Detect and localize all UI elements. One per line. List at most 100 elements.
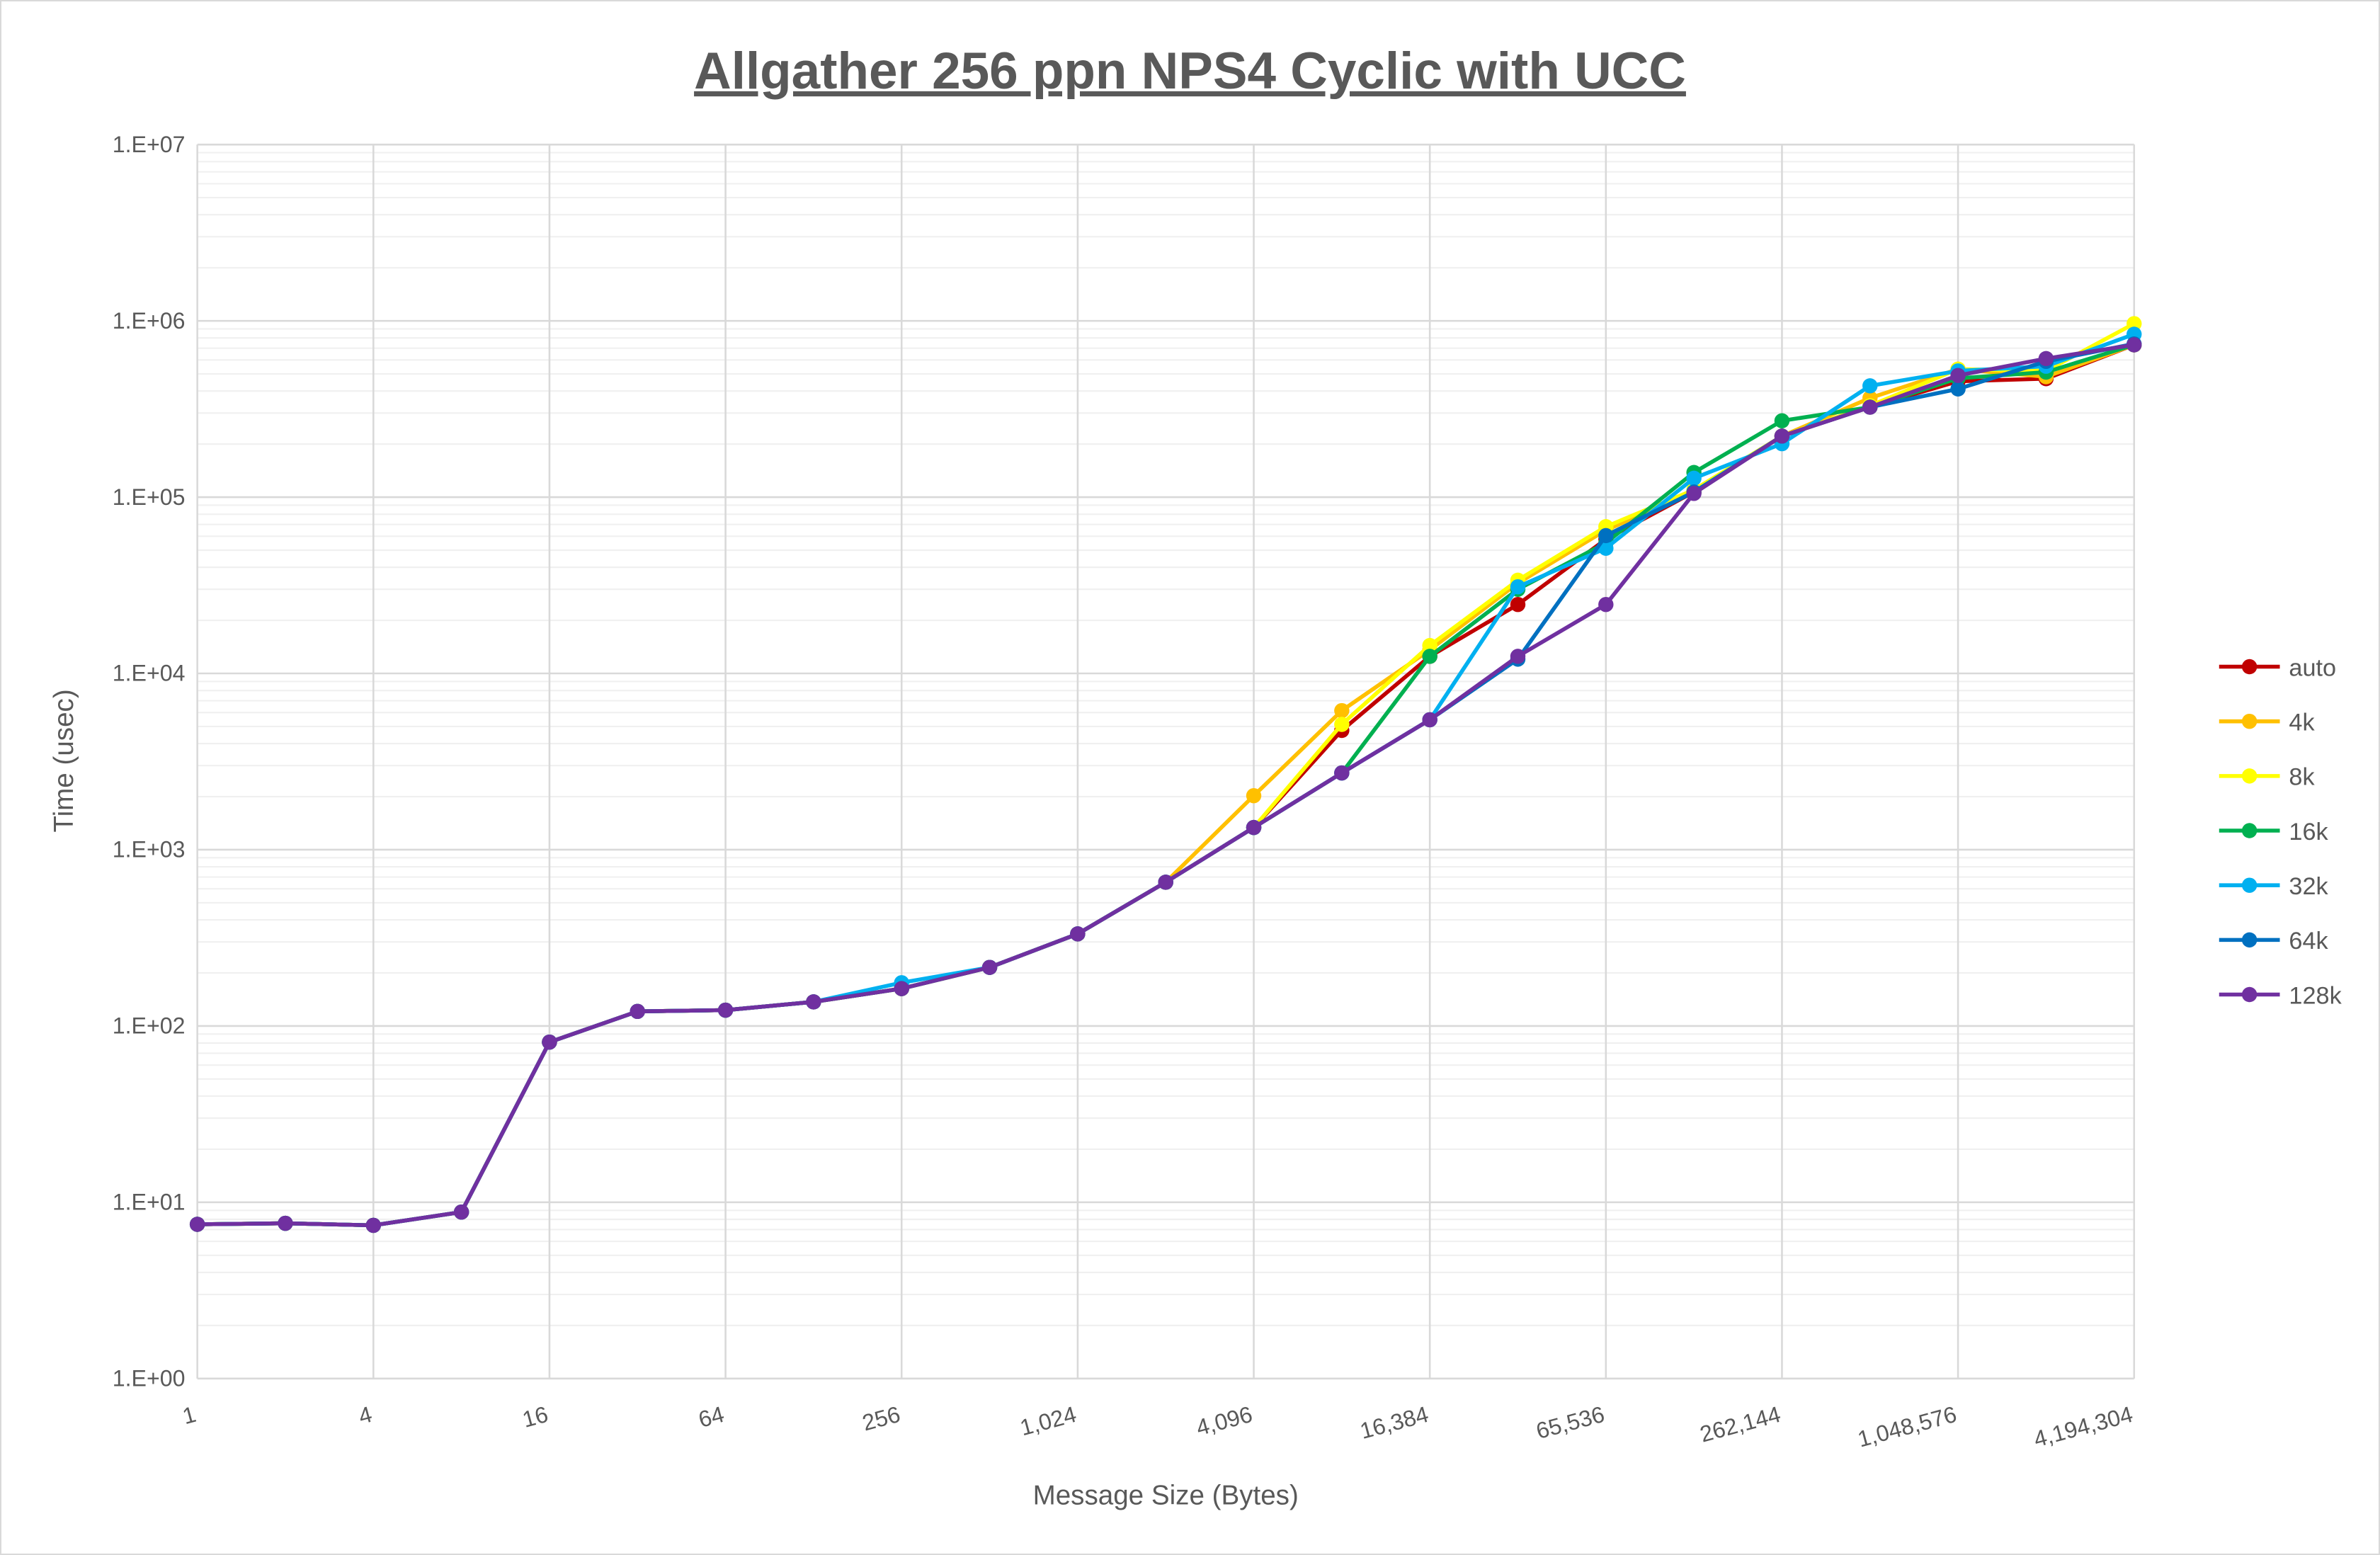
data-point bbox=[1686, 486, 1702, 501]
data-point bbox=[278, 1215, 293, 1231]
series-line bbox=[197, 332, 2135, 1228]
y-tick-label: 1.E+07 bbox=[113, 132, 186, 157]
data-point bbox=[1422, 637, 1437, 654]
data-point bbox=[1334, 717, 1350, 732]
legend-label: auto bbox=[2289, 654, 2336, 681]
x-tick-label: 1,024 bbox=[1018, 1401, 1079, 1441]
y-axis-ticks: 1.E+00 1.E+01 1.E+02 1.E+03 1.E+04 1.E+05 1.E+… bbox=[113, 132, 186, 1391]
y-tick-label: 1.E+05 bbox=[113, 484, 186, 510]
data-point bbox=[2126, 316, 2142, 331]
data-point bbox=[1598, 596, 1614, 613]
data-point bbox=[189, 1217, 205, 1232]
data-point bbox=[1510, 596, 1526, 613]
x-tick-label: 4,096 bbox=[1193, 1401, 1255, 1441]
x-tick-label: 64 bbox=[696, 1401, 727, 1432]
x-tick-label: 4 bbox=[356, 1401, 375, 1429]
series-group bbox=[189, 316, 2142, 1234]
x-tick-label: 16,384 bbox=[1357, 1401, 1431, 1444]
legend-entry-128k: 128k bbox=[2219, 982, 2342, 1009]
data-point bbox=[630, 1003, 645, 1020]
x-axis-ticks: 1 4 16 64 256 1,024 4,096 16,384 65,536 262,144 1,… bbox=[180, 1401, 2136, 1452]
x-tick-label: 1 bbox=[180, 1401, 199, 1429]
data-point bbox=[1950, 368, 1966, 383]
data-point bbox=[2038, 351, 2054, 367]
data-point bbox=[1774, 413, 1790, 428]
data-point bbox=[1422, 712, 1437, 728]
y-tick-label: 1.E+02 bbox=[113, 1013, 186, 1039]
data-point bbox=[542, 1034, 557, 1050]
data-point bbox=[1070, 926, 1086, 942]
data-point bbox=[806, 994, 821, 1010]
chart-title: Allgather 256 ppn NPS4 Cyclic with UCC bbox=[694, 42, 1686, 100]
data-point bbox=[1422, 649, 1437, 664]
data-point bbox=[1598, 528, 1614, 544]
legend-label: 16k bbox=[2289, 819, 2328, 845]
series-16k bbox=[189, 337, 2142, 1234]
series-auto bbox=[189, 337, 2142, 1234]
series-line bbox=[197, 343, 2135, 1228]
y-tick-label: 1.E+06 bbox=[113, 308, 186, 334]
data-point bbox=[1950, 381, 1966, 397]
data-point bbox=[1686, 470, 1702, 486]
data-point bbox=[894, 981, 909, 996]
y-axis-label: Time (usec) bbox=[49, 689, 79, 832]
legend-marker bbox=[2241, 932, 2257, 948]
y-tick-label: 1.E+00 bbox=[113, 1366, 186, 1391]
series-line bbox=[197, 321, 2136, 1228]
x-tick-label: 4,194,304 bbox=[2031, 1401, 2135, 1452]
legend-marker bbox=[2241, 659, 2257, 675]
series-line bbox=[197, 343, 2135, 1228]
data-point bbox=[1862, 378, 1878, 394]
legend-label: 128k bbox=[2289, 982, 2342, 1009]
legend-marker bbox=[2241, 823, 2257, 838]
legend: auto 4k 8k 16k 32k 64k 128k bbox=[2219, 654, 2342, 1009]
data-point bbox=[1510, 579, 1526, 595]
series-line bbox=[197, 343, 2135, 1228]
series-4k bbox=[189, 337, 2142, 1234]
legend-entry-auto: auto bbox=[2219, 654, 2336, 681]
data-point bbox=[365, 1217, 382, 1234]
legend-marker bbox=[2241, 768, 2257, 784]
series-64k bbox=[189, 336, 2142, 1234]
legend-entry-64k: 64k bbox=[2219, 928, 2329, 955]
series-32k bbox=[189, 326, 2142, 1234]
legend-label: 4k bbox=[2289, 710, 2315, 736]
data-point bbox=[2126, 337, 2142, 353]
x-axis-label: Message Size (Bytes) bbox=[1033, 1481, 1299, 1511]
data-point bbox=[1774, 428, 1790, 444]
x-tick-label: 65,536 bbox=[1533, 1401, 1607, 1444]
series-128k bbox=[189, 337, 2142, 1234]
legend-marker bbox=[2241, 986, 2257, 1003]
data-point bbox=[453, 1204, 469, 1220]
data-point bbox=[1246, 787, 1262, 804]
data-point bbox=[1862, 399, 1878, 415]
legend-marker bbox=[2241, 713, 2257, 729]
series-line bbox=[197, 341, 2135, 1228]
y-tick-label: 1.E+04 bbox=[113, 661, 186, 686]
data-point bbox=[1598, 540, 1614, 556]
data-point bbox=[1334, 765, 1350, 781]
x-tick-label: 262,144 bbox=[1697, 1401, 1784, 1447]
legend-label: 8k bbox=[2289, 764, 2315, 791]
data-point bbox=[1246, 819, 1262, 836]
y-tick-label: 1.E+03 bbox=[113, 837, 186, 862]
legend-entry-32k: 32k bbox=[2219, 873, 2329, 900]
data-point bbox=[1334, 702, 1350, 719]
data-point bbox=[1510, 649, 1526, 664]
gridlines bbox=[196, 143, 2136, 1380]
legend-marker bbox=[2241, 877, 2257, 893]
x-tick-label: 256 bbox=[860, 1401, 903, 1436]
y-tick-label: 1.E+01 bbox=[113, 1190, 186, 1215]
data-point bbox=[1158, 875, 1173, 890]
series-line bbox=[197, 343, 2135, 1228]
x-tick-label: 1,048,576 bbox=[1855, 1401, 1959, 1452]
data-point bbox=[717, 1002, 734, 1018]
x-tick-label: 16 bbox=[520, 1401, 551, 1432]
data-point bbox=[981, 959, 998, 975]
legend-entry-4k: 4k bbox=[2219, 710, 2315, 736]
legend-entry-8k: 8k bbox=[2219, 764, 2315, 791]
legend-entry-16k: 16k bbox=[2219, 819, 2329, 845]
legend-label: 32k bbox=[2289, 873, 2328, 900]
